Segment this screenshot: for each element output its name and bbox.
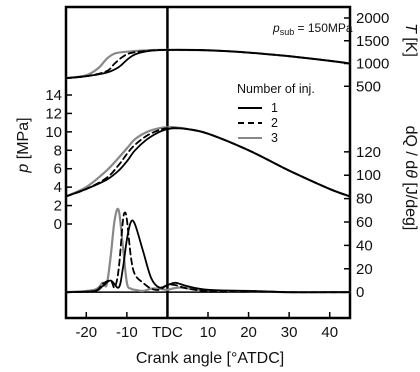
y-tick-label: 2000: [356, 10, 389, 27]
pressure-curve-2: [65, 127, 351, 198]
pressure-axis-title: p [MPa]: [15, 117, 32, 173]
legend-title: Number of inj.: [237, 82, 315, 96]
x-tick-label: 40: [321, 324, 338, 341]
y-tick-label: 4: [54, 179, 62, 196]
legend-label-3: 3: [271, 131, 278, 145]
y-tick-label: 14: [45, 87, 62, 104]
y-tick-label: 0: [54, 216, 62, 233]
legend-label-1: 1: [271, 101, 278, 115]
legend: Number of inj. 1 2 3: [237, 82, 315, 145]
y-tick-label: 10: [45, 124, 62, 141]
y-tick-label: 2: [54, 198, 62, 215]
y-tick-label: 6: [54, 161, 62, 178]
injection-pressure-annotation: psub = 150MPa: [272, 21, 353, 37]
y-tick-label: 80: [356, 191, 373, 208]
plot-curves: [64, 48, 352, 294]
x-tick-label: -20: [75, 324, 97, 341]
y-tick-label: 120: [356, 144, 381, 161]
x-tick-label: TDC: [152, 324, 183, 341]
y-tick-label: 40: [356, 237, 373, 254]
legend-label-2: 2: [271, 116, 278, 130]
heat-release-curve-3: [64, 207, 352, 294]
pressure-curve-3: [64, 125, 352, 198]
y-tick-label: 500: [356, 78, 381, 95]
heat-release-curve-1: [65, 219, 351, 294]
heat-release-axis-title: dQ / dθ [J/deg]: [402, 126, 419, 231]
pressure-curve-1: [65, 127, 351, 198]
axis-ticks: -20 -10 TDC 10 20 30 4050010001500200002468101…: [45, 10, 389, 341]
x-tick-label: 10: [200, 324, 217, 341]
y-tick-label: 0: [356, 284, 364, 301]
temperature-axis-title: T [K]: [402, 23, 419, 57]
temperature-curve-3: [64, 48, 352, 80]
x-axis-title: Crank angle [°ATDC]: [136, 350, 284, 367]
y-tick-label: 1500: [356, 33, 389, 50]
temperature-curve-2: [65, 48, 351, 79]
y-tick-label: 1000: [356, 56, 389, 73]
temperature-curve-1: [65, 48, 351, 79]
y-tick-label: 60: [356, 214, 373, 231]
y-tick-label: 100: [356, 167, 381, 184]
y-tick-label: 8: [54, 142, 62, 159]
x-tick-label: 20: [240, 324, 257, 341]
y-tick-label: 20: [356, 261, 373, 278]
x-tick-label: -10: [116, 324, 138, 341]
x-tick-label: 30: [281, 324, 298, 341]
y-tick-label: 12: [45, 105, 62, 122]
